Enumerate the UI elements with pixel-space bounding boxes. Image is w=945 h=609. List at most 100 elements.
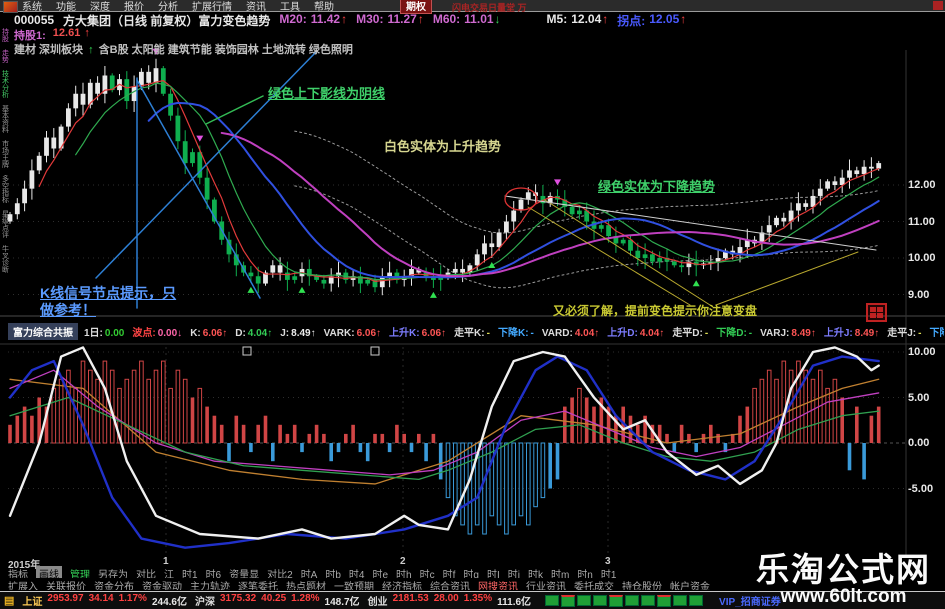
- annotation-kline-1: K线信号节点提示，只: [40, 285, 177, 301]
- menu-item-1[interactable]: 功能: [56, 2, 76, 13]
- tab-r2-5[interactable]: 逐笔委托: [238, 582, 278, 590]
- axis-label: 5.00: [908, 392, 930, 404]
- menu-item-5[interactable]: 扩展行情: [192, 2, 232, 13]
- tab-r1-4[interactable]: 对比: [136, 570, 156, 578]
- sidebar-item-5[interactable]: 多空指标: [1, 175, 9, 203]
- tab-r1-19[interactable]: 时j: [507, 570, 520, 578]
- menu-item-2[interactable]: 深度: [90, 2, 110, 13]
- sidebar-item-2[interactable]: 技术分析: [1, 70, 9, 98]
- tab-r1-6[interactable]: 时1: [182, 570, 198, 578]
- tab-r1-10[interactable]: 时A: [300, 570, 318, 578]
- sidebar-item-6[interactable]: 星级点评: [1, 210, 9, 238]
- menu-item-7[interactable]: 工具: [280, 2, 300, 13]
- tab-r1-17[interactable]: 时g: [463, 570, 479, 578]
- tab-r2-10[interactable]: 网搜资讯: [478, 582, 518, 590]
- sector-pre[interactable]: 建材 深圳板块: [14, 44, 84, 56]
- menu-bar: 系统 功能 深度 报价 分析 扩展行情 资讯 工具 帮助 期权 闪电交易日量堂 万: [0, 0, 945, 14]
- sidebar-item-0[interactable]: 持股: [1, 28, 9, 42]
- annotation-white-body: 白色实体为上升趋势: [384, 139, 502, 154]
- tab-r2-13[interactable]: 持仓股份: [622, 582, 662, 590]
- tab-r1-3[interactable]: 另存为: [98, 570, 128, 578]
- tab-r1-11[interactable]: 时b: [325, 570, 341, 578]
- timeline: 2015年 1 2 3: [0, 556, 945, 571]
- indicator-field-label: 波点:: [132, 328, 156, 339]
- sidebar-item-7[interactable]: 牛叉诊断: [1, 245, 9, 273]
- indicator-field-value: 8.49↑: [854, 328, 880, 339]
- sector-post[interactable]: 含B股 太阳能 建筑节能 装饰园林 土地流转 绿色照明: [98, 44, 353, 56]
- indicator-field-label: J:: [280, 328, 290, 339]
- menu-item-options[interactable]: 期权: [400, 0, 432, 14]
- tab-r1-15[interactable]: 时c: [419, 570, 435, 578]
- menu-item-0[interactable]: 系统: [22, 2, 42, 13]
- tab-r1-5[interactable]: 江: [164, 570, 174, 578]
- tab-r2-9[interactable]: 综合资讯: [430, 582, 470, 590]
- tab-r1-13[interactable]: 时e: [372, 570, 389, 578]
- tab-r1-2[interactable]: 管理: [70, 570, 90, 578]
- tab-r2-8[interactable]: 经济指标: [382, 582, 422, 590]
- tab-r1-14[interactable]: 时h: [396, 570, 412, 578]
- indicator-field-value: 4.04↑: [639, 328, 665, 339]
- menu-ad-text: 闪电交易日量堂 万: [452, 3, 527, 13]
- ma-field: M60: 11.01 ↓: [432, 11, 501, 26]
- tab-r1-16[interactable]: 时f: [442, 570, 456, 578]
- ma-field: M5: 12.04 ↑: [546, 11, 609, 26]
- menu-item-3[interactable]: 报价: [124, 2, 144, 13]
- index-quote-上证: 上证 2953.97 34.14 1.17% 244.6亿: [22, 593, 187, 608]
- tab-r2-12[interactable]: 委托成交: [574, 582, 614, 590]
- menu-item-6[interactable]: 资讯: [246, 2, 266, 13]
- indicator-title-tab[interactable]: 富力综合共振: [8, 323, 78, 340]
- indicator-field-label: 1日:: [84, 328, 103, 339]
- sidebar-item-3[interactable]: 基本资料: [1, 105, 9, 133]
- indicator-field-value: -: [530, 328, 534, 339]
- sidebar-item-4[interactable]: 市场王牌: [1, 140, 9, 168]
- tab-r1-18[interactable]: 时I: [486, 570, 500, 578]
- app-logo-icon: [3, 1, 18, 13]
- tab-r1-7[interactable]: 时6: [205, 570, 222, 578]
- ma-field: M30: 11.27 ↑: [356, 11, 424, 26]
- menu-item-8[interactable]: 帮助: [314, 2, 334, 13]
- bottom-tabs-row1: 指标 画线 管理 另存为 对比江时1 时6 资量显 对比2 时A 时b 时4 时e 时h 时c 时f 时g 时I…: [8, 566, 938, 578]
- tab-r1-12[interactable]: 时4: [348, 570, 365, 578]
- tab-r1-8[interactable]: 资量显: [229, 570, 260, 578]
- tab-r2-0[interactable]: 扩展入: [8, 582, 38, 590]
- tab-r1-21[interactable]: 时m: [550, 570, 570, 578]
- indicator-field-label: 下降J:: [929, 328, 944, 339]
- indicator-field-value: -: [748, 328, 753, 339]
- tab-r2-14[interactable]: 帐户资金: [670, 582, 710, 590]
- tab-r2-6[interactable]: 热点题材: [286, 582, 326, 590]
- indicator-field-label: VARK:: [323, 328, 355, 339]
- ma-field: 拐点: 12.05 ↑: [617, 11, 687, 28]
- axis-label: 0.00: [908, 437, 930, 449]
- tab-r1-20[interactable]: 时k: [527, 570, 543, 578]
- timeline-tick: 2: [400, 556, 406, 567]
- tab-r2-4[interactable]: 主力轨迹: [190, 582, 230, 590]
- sidebar-item-1[interactable]: 走势: [1, 49, 9, 63]
- tab-r2-3[interactable]: 资金驱动: [142, 582, 182, 590]
- indicator-field-label: VARJ:: [760, 328, 790, 339]
- tab-r1-22[interactable]: 时n: [577, 570, 593, 578]
- tab-r2-11[interactable]: 行业资讯: [526, 582, 566, 590]
- market-led-panel: [545, 594, 704, 607]
- indicator-field-value: -: [486, 328, 490, 339]
- indicator-field-label: D:: [235, 328, 246, 339]
- annotation-green-shadow: 绿色上下影线为阴线: [268, 86, 386, 101]
- indicator-field-label: 下降D:: [716, 328, 747, 339]
- menu-items: 系统 功能 深度 报价 分析 扩展行情 资讯 工具 帮助: [22, 0, 334, 13]
- tab-r2-1[interactable]: 关联报价: [46, 582, 86, 590]
- index-quote-创业: 创业 2181.53 28.00 1.35% 111.6亿: [367, 593, 532, 608]
- vip-broker-label[interactable]: VIP_招商证券: [719, 597, 781, 608]
- indicator-field-label: 下降K:: [497, 328, 529, 339]
- indicator-field-value: 6.06↑: [421, 328, 447, 339]
- tab-r2-2[interactable]: 资金分布: [94, 582, 134, 590]
- menu-item-4[interactable]: 分析: [158, 2, 178, 13]
- tab-r1-23[interactable]: 时1: [600, 570, 617, 578]
- tab-r2-7[interactable]: 一致预期: [334, 582, 374, 590]
- tab-r1-9[interactable]: 对比2: [267, 570, 293, 578]
- tab-r1-0[interactable]: 指标: [8, 570, 28, 578]
- axis-label: 11.00: [908, 216, 935, 228]
- indicator-field-value: 4.04↑: [247, 328, 273, 339]
- sector-tags[interactable]: 建材 深圳板块 ↑ 含B股 太阳能 建筑节能 装饰园林 土地流转 绿色照明: [14, 41, 353, 57]
- tab-r1-1[interactable]: 画线: [36, 566, 62, 578]
